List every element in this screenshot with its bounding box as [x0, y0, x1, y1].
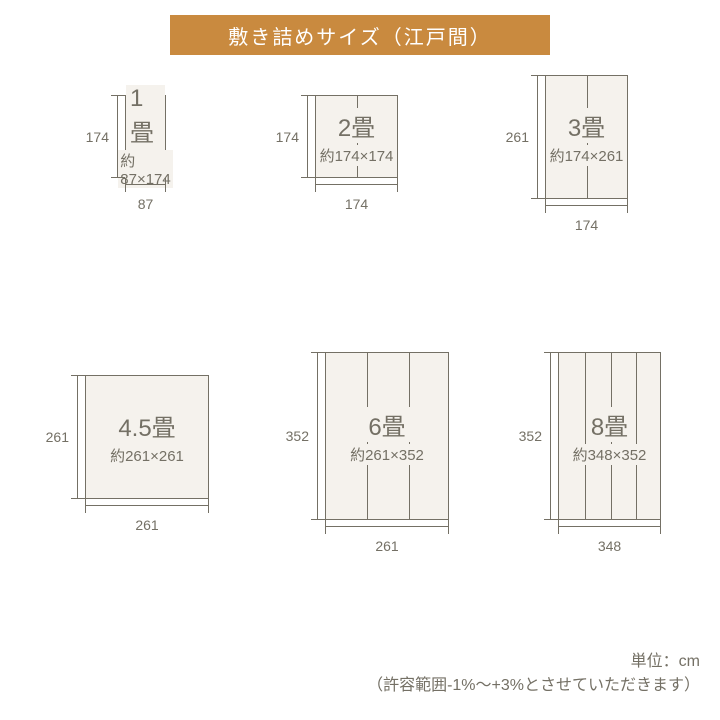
scale-bar: [325, 526, 449, 527]
horizontal-scale: 174: [545, 199, 628, 213]
scale-bar: [537, 75, 538, 199]
mat-box: 8畳約348×352: [558, 352, 661, 520]
tolerance-line: （許容範囲-1%～+3%とさせていただきます）: [367, 674, 700, 698]
mat-divider: [587, 76, 588, 198]
vertical-scale-label: 174: [265, 129, 299, 145]
mat-label-overlay: 8畳約348×352: [559, 353, 660, 519]
scale-bar: [117, 95, 118, 178]
mat-dimensions: 約261×352: [348, 444, 426, 465]
mat-title: 8畳: [587, 407, 632, 442]
size-panel-p5: 6畳約261×352352261: [325, 352, 449, 520]
scale-bar: [315, 184, 398, 185]
mat-label-overlay: 4.5畳約261×261: [86, 376, 208, 498]
size-panel-p3: 3畳約174×261261174: [545, 75, 628, 199]
mat-box: 6畳約261×352: [325, 352, 449, 520]
mat-title: 6畳: [364, 407, 409, 442]
scale-bar: [77, 375, 78, 499]
scale-bar: [317, 352, 318, 520]
mat-dimensions: 約261×261: [108, 445, 186, 466]
mat-divider: [357, 96, 358, 177]
vertical-scale: 261: [531, 75, 545, 199]
scale-bar: [307, 95, 308, 178]
size-panel-p2: 2畳約174×174174174: [315, 95, 398, 178]
horizontal-scale: 261: [325, 520, 449, 534]
vertical-scale: 174: [301, 95, 315, 178]
mat-title: 1畳: [126, 85, 165, 148]
mat-divider: [585, 353, 586, 519]
horizontal-scale: 348: [558, 520, 661, 534]
vertical-scale-label: 352: [275, 428, 309, 444]
scale-bar: [558, 526, 661, 527]
mat-divider: [636, 353, 637, 519]
horizontal-scale: 174: [315, 178, 398, 192]
horizontal-scale-label: 261: [325, 538, 449, 554]
scale-bar: [85, 505, 209, 506]
scale-bar: [550, 352, 551, 520]
mat-box: 3畳約174×261: [545, 75, 628, 199]
mat-box: 1畳約87×174: [125, 95, 166, 178]
horizontal-scale-label: 348: [558, 538, 661, 554]
vertical-scale: 352: [311, 352, 325, 520]
mat-label-overlay: 6畳約261×352: [326, 353, 448, 519]
mat-divider: [409, 353, 410, 519]
horizontal-scale: 261: [85, 499, 209, 513]
header-banner: 敷き詰めサイズ（江戸間）: [170, 15, 550, 55]
vertical-scale: 261: [71, 375, 85, 499]
footer: 単位：cm （許容範囲-1%～+3%とさせていただきます）: [367, 650, 700, 698]
mat-label-overlay: 1畳約87×174: [126, 96, 165, 177]
mat-divider: [367, 353, 368, 519]
size-panel-p1: 1畳約87×17417487: [125, 95, 166, 178]
size-panel-p4: 4.5畳約261×261261261: [85, 375, 209, 499]
header-label: 敷き詰めサイズ（江戸間）: [228, 21, 491, 50]
scale-bar: [125, 184, 166, 185]
horizontal-scale: 87: [125, 178, 166, 192]
horizontal-scale-label: 261: [85, 517, 209, 533]
vertical-scale-label: 261: [495, 129, 529, 145]
vertical-scale-label: 174: [75, 129, 109, 145]
horizontal-scale-label: 174: [545, 217, 628, 233]
mat-title: 4.5畳: [114, 408, 179, 443]
horizontal-scale-label: 174: [315, 196, 398, 212]
vertical-scale-label: 261: [35, 429, 69, 445]
mat-box: 4.5畳約261×261: [85, 375, 209, 499]
mat-box: 2畳約174×174: [315, 95, 398, 178]
scale-bar: [545, 205, 628, 206]
vertical-scale: 174: [111, 95, 125, 178]
mat-divider: [611, 353, 612, 519]
unit-line: 単位：cm: [367, 650, 700, 674]
horizontal-scale-label: 87: [125, 196, 166, 212]
size-panel-p6: 8畳約348×352352348: [558, 352, 661, 520]
vertical-scale-label: 352: [508, 428, 542, 444]
vertical-scale: 352: [544, 352, 558, 520]
